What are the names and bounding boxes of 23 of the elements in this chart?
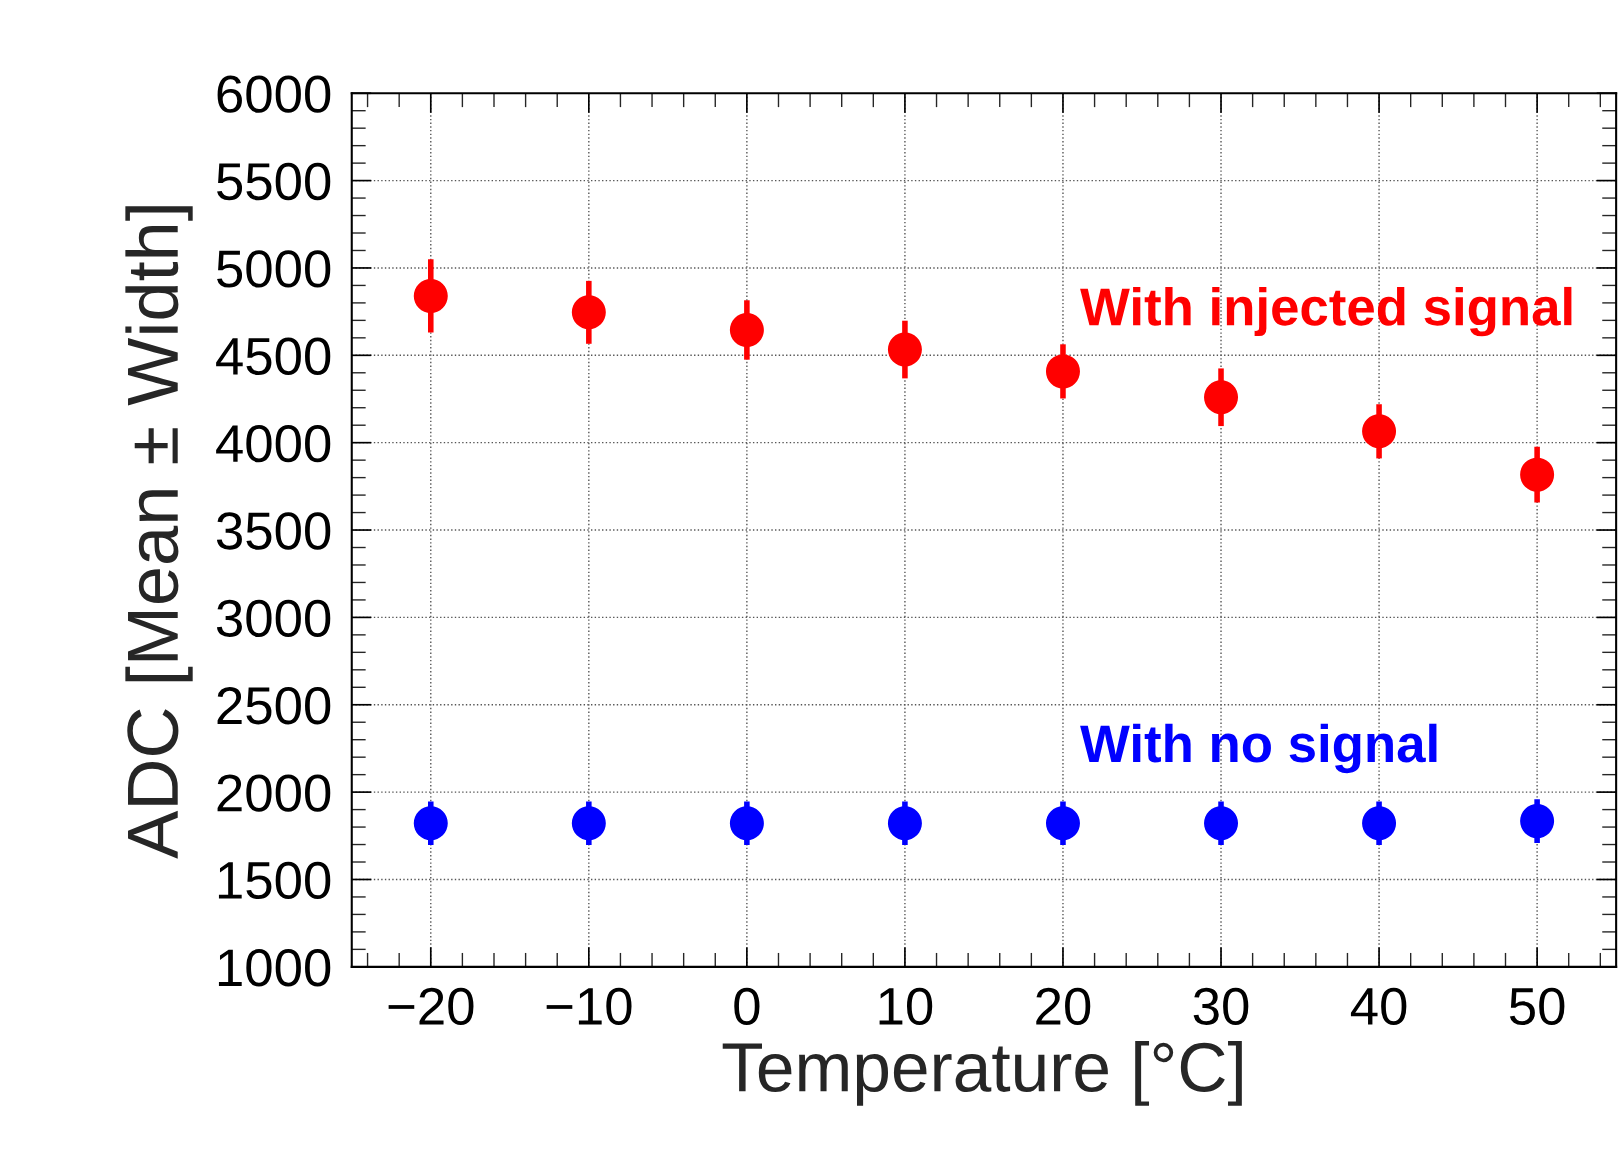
x-tick-label: 30 bbox=[1193, 987, 1249, 1026]
y-axis-title: ADC [Mean ± Width] bbox=[125, 206, 193, 859]
annotation: With no signal bbox=[1080, 723, 1437, 774]
y-tick-label: 5000 bbox=[217, 250, 331, 288]
y-tick-label: 5500 bbox=[217, 162, 331, 201]
y-tick-label: 2000 bbox=[217, 774, 331, 812]
x-tick-label: −10 bbox=[546, 987, 632, 1026]
x-tick-label: 40 bbox=[1350, 987, 1407, 1026]
y-tick-label: 3500 bbox=[216, 512, 331, 550]
x-tick-label: 50 bbox=[1509, 987, 1565, 1026]
x-tick-label: −20 bbox=[388, 987, 474, 1026]
x-axis-title: Temperature [°C] bbox=[722, 1041, 1242, 1106]
y-tick-label: 6000 bbox=[217, 75, 331, 113]
y-tick-label: 1500 bbox=[218, 861, 331, 900]
y-tick-label: 4000 bbox=[216, 424, 331, 463]
annotation: With injected signal bbox=[1080, 286, 1572, 337]
y-tick-label: 4500 bbox=[216, 337, 331, 375]
y-tick-label: 3000 bbox=[216, 599, 331, 638]
x-tick-label: 10 bbox=[879, 987, 933, 1026]
y-tick-label: 1000 bbox=[218, 949, 331, 987]
x-tick-label: 0 bbox=[734, 987, 760, 1026]
x-tick-label: 20 bbox=[1036, 987, 1091, 1026]
y-tick-label: 2500 bbox=[217, 687, 331, 725]
